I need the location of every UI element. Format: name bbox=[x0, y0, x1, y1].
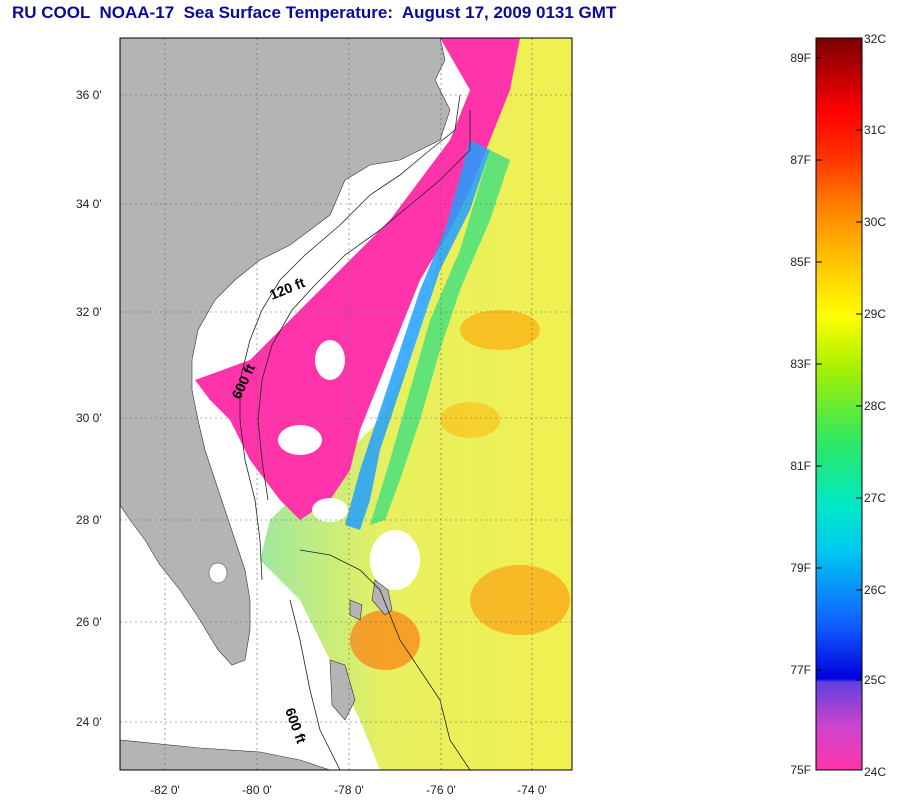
colorbar-f-label: 77F bbox=[790, 663, 811, 677]
cloud-patch bbox=[315, 340, 345, 380]
contour-line bbox=[239, 94, 461, 581]
colorbar-f-label: 83F bbox=[790, 357, 811, 371]
colorbar-c-label: 26C bbox=[864, 583, 886, 597]
contour-line bbox=[299, 549, 471, 770]
map-frame bbox=[119, 37, 573, 771]
cloud-patch bbox=[312, 498, 348, 522]
colorbar-c-label: 28C bbox=[864, 399, 886, 413]
map-plot-area bbox=[120, 38, 572, 770]
frontal-band-green bbox=[370, 150, 510, 525]
land-bahamas bbox=[329, 579, 393, 721]
colorbar-f-ticks bbox=[816, 57, 822, 771]
colorbar-c-label: 31C bbox=[864, 123, 886, 137]
colorbar-c-label: 32C bbox=[864, 32, 886, 46]
lat-label: 32 0' bbox=[76, 305, 102, 319]
warm-patch bbox=[470, 565, 570, 635]
contour-line bbox=[257, 110, 471, 501]
lon-label: -80 0' bbox=[242, 783, 272, 797]
land-east-coast bbox=[120, 38, 451, 666]
warm-patch bbox=[350, 610, 420, 670]
frontal-band bbox=[345, 140, 490, 530]
lon-label: -78 0' bbox=[334, 783, 364, 797]
lon-label: -74 0' bbox=[517, 783, 547, 797]
colorbar-f-label: 81F bbox=[790, 459, 811, 473]
warm-patch bbox=[440, 402, 500, 438]
colorbar-c-label: 27C bbox=[864, 491, 886, 505]
colorbar-f-label: 85F bbox=[790, 255, 811, 269]
colorbar-f-label: 75F bbox=[790, 763, 811, 777]
colorbar-c-label: 25C bbox=[864, 673, 886, 687]
lat-label: 28 0' bbox=[76, 513, 102, 527]
cloud-patch bbox=[278, 425, 322, 455]
colorbar-f-label: 79F bbox=[790, 561, 811, 575]
colorbar-f-label: 89F bbox=[790, 51, 811, 65]
lake-okeechobee bbox=[208, 562, 228, 584]
warm-patch bbox=[460, 310, 540, 350]
contour-line bbox=[289, 599, 341, 770]
lon-label: -76 0' bbox=[426, 783, 456, 797]
land-cuba bbox=[120, 739, 331, 770]
lat-label: 30 0' bbox=[76, 411, 102, 425]
colorbar bbox=[815, 37, 863, 771]
lat-label: 36 0' bbox=[76, 88, 102, 102]
cold-water-region bbox=[195, 38, 520, 520]
lat-label: 24 0' bbox=[76, 715, 102, 729]
lat-label: 34 0' bbox=[76, 197, 102, 211]
cloud-patch bbox=[370, 530, 420, 590]
colorbar-c-label: 29C bbox=[864, 307, 886, 321]
colorbar-c-label: 30C bbox=[864, 215, 886, 229]
graticule bbox=[120, 38, 572, 770]
lon-label: -82 0' bbox=[150, 783, 180, 797]
colorbar-c-label: 24C bbox=[864, 765, 886, 779]
lat-label: 26 0' bbox=[76, 615, 102, 629]
map-title: RU COOL NOAA-17 Sea Surface Temperature:… bbox=[12, 3, 617, 22]
colorbar-f-label: 87F bbox=[790, 153, 811, 167]
colorbar-c-ticks bbox=[856, 37, 862, 771]
